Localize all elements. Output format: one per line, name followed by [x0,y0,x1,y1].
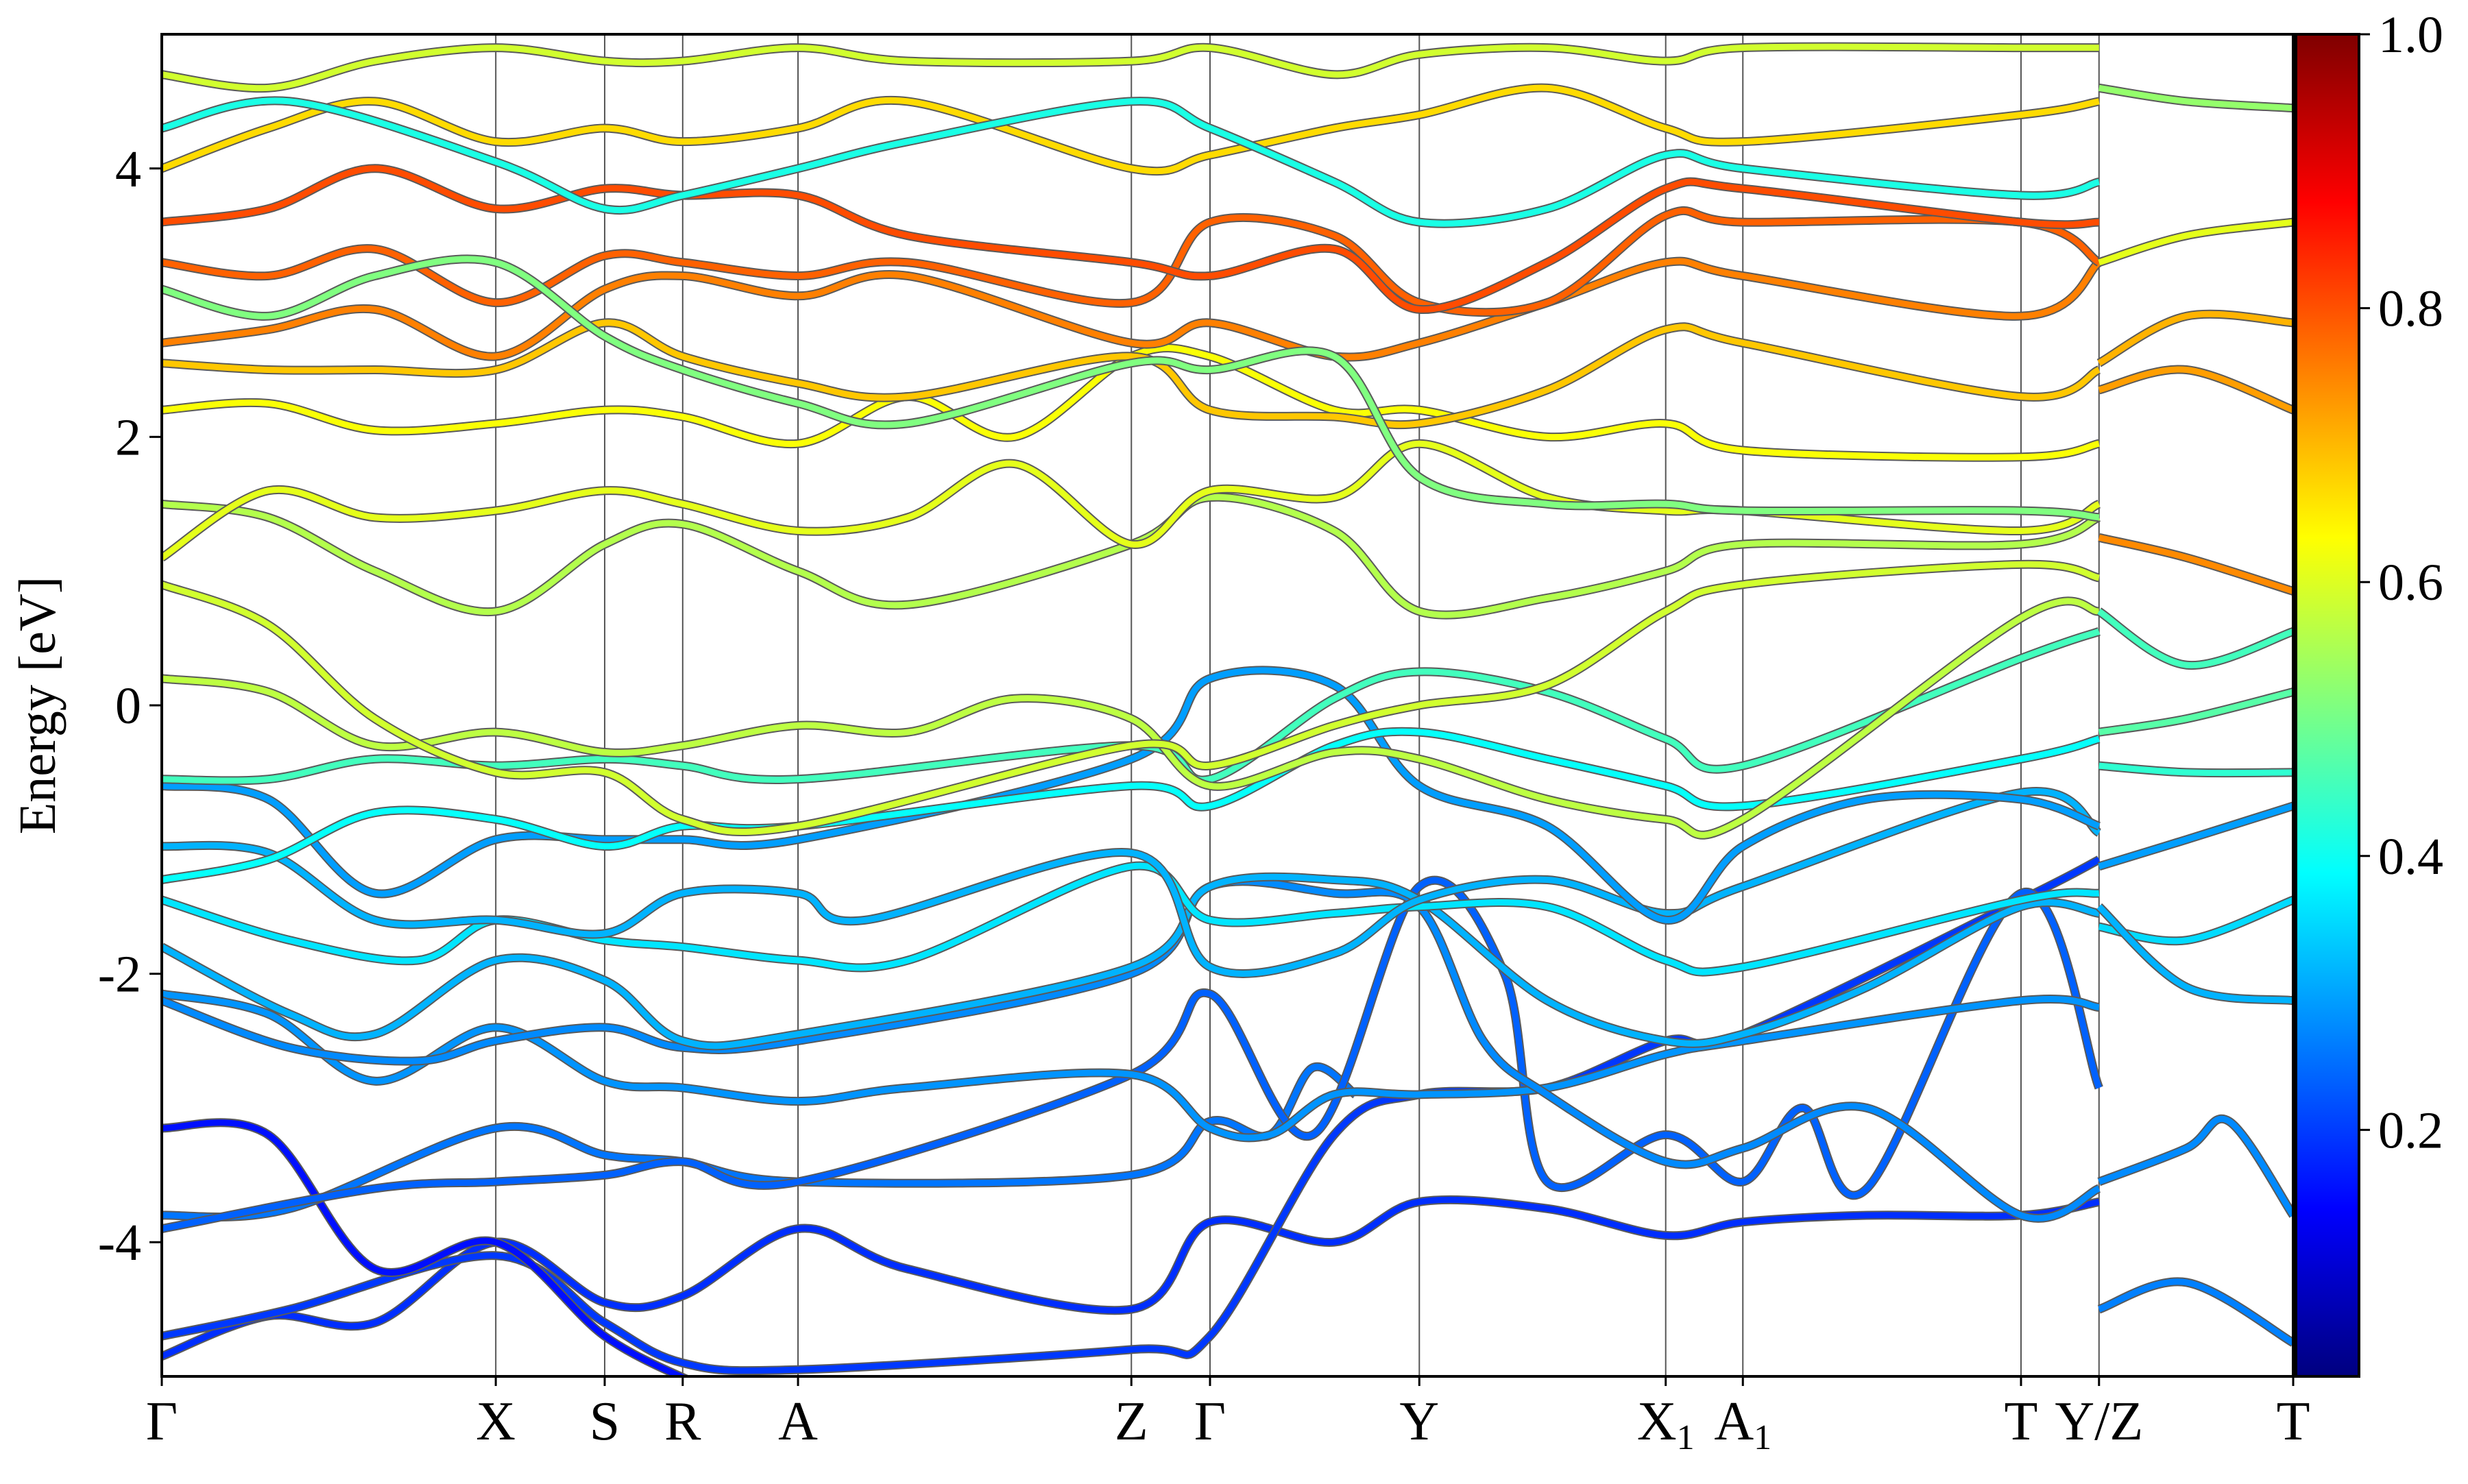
band-line [2098,803,2293,870]
band-outline [162,1195,2100,1361]
band-outline [162,96,2101,228]
colorbar-ticks: 0.2 0.4 0.6 0.8 1.0 [2359,6,2443,1159]
colorbar: 0.2 0.4 0.6 0.8 1.0 [2295,6,2443,1378]
band-line [2098,1278,2293,1346]
band-line [162,207,2101,316]
band-outline [162,877,2101,1223]
y-tick-label: -2 [98,946,141,1003]
band-line [162,877,2102,1232]
colorbar-tick-label: 0.4 [2378,828,2443,886]
band-line [2097,609,2293,669]
band-line [2098,689,2293,735]
x-tick-label: X1 [1637,1391,1695,1457]
band-line [162,788,2101,977]
colorbar-tick-label: 0.2 [2378,1102,2443,1159]
plot-frame [160,33,2295,1378]
band-line [162,258,2101,361]
colorbar-gradient [2295,33,2360,1378]
band-line [2097,311,2293,366]
x-axis: Γ X S R A Z Γ Y X1 A1 T Y/Z T [146,1376,2310,1457]
colorbar-tick-label: 1.0 [2378,6,2443,64]
x-tick-label: T [2005,1391,2038,1452]
band-line [162,862,2100,975]
band-outline [2098,365,2293,415]
band-line [162,990,2100,1141]
x-tick-label: Γ [1194,1391,1226,1452]
x-tick-label: Y/Z [2055,1391,2143,1452]
band-outline [2096,607,2293,670]
band-line [162,1119,688,1376]
band-line [2096,904,2293,1004]
band-line [162,43,2099,92]
y-tick-label: -4 [98,1214,141,1272]
band-line [2098,1115,2293,1217]
x-tick-label: S [590,1391,620,1452]
band-line [2098,366,2293,413]
band-line [162,97,2100,227]
x-tick-label: Y [1399,1391,1439,1452]
y-tick-label: 4 [115,141,141,198]
band-line [162,873,2100,1049]
y-tick-label: 2 [115,409,141,466]
colorbar-tick-label: 0.6 [2378,554,2443,611]
band-lines [162,42,2293,1376]
band-line [2098,219,2293,266]
y-axis: -4 -2 0 2 4 [98,141,162,1272]
x-tick-label: A1 [1714,1391,1771,1457]
band-line [162,84,2100,175]
x-tick-label: T [2277,1391,2310,1452]
band-line [2098,762,2293,777]
colorbar-tick-label: 0.8 [2378,280,2443,338]
band-line [162,165,2099,313]
x-tick-label: A [778,1391,818,1452]
x-tick-subscript: 1 [1754,1418,1771,1457]
band-line [162,598,2100,838]
x-tick-subscript: 1 [1677,1418,1695,1457]
y-axis-label: Energy [eV] [9,576,66,834]
band-outline [162,872,2100,1051]
band-outline [2096,903,2293,1006]
band-line [162,1196,2100,1359]
x-tick-label: Z [1115,1391,1148,1452]
band-line [162,256,2100,521]
band-line [2098,84,2293,112]
band-outline [2097,1277,2293,1347]
x-tick-label: Γ [146,1391,178,1452]
x-tick-label: X [476,1391,516,1452]
band-line [162,728,2100,883]
band-line [162,667,2101,923]
y-tick-label: 0 [115,677,141,735]
band-line [162,319,2101,428]
band-line [2098,534,2293,594]
x-tick-label: R [664,1391,701,1452]
band-outline [162,254,2100,522]
band-line [162,561,2100,836]
